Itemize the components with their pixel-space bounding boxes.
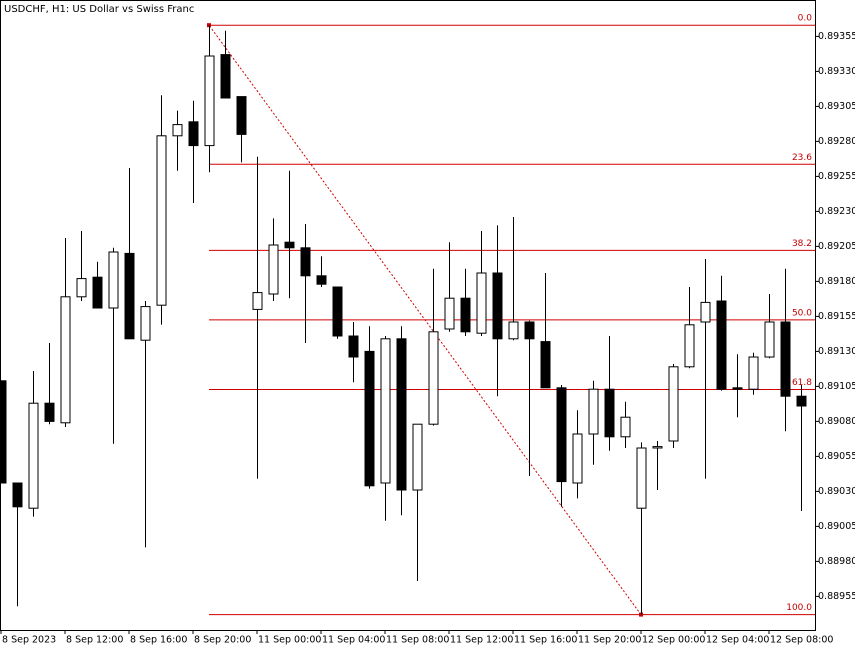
fib-label: 38.2 bbox=[792, 239, 812, 249]
fib-trend bbox=[208, 24, 642, 615]
candle-body bbox=[108, 251, 119, 309]
candle-body bbox=[76, 278, 87, 298]
candle-body bbox=[348, 335, 359, 358]
candle-body bbox=[668, 366, 679, 442]
plot-frame bbox=[0, 0, 816, 631]
candle-body bbox=[684, 324, 695, 368]
candle-body bbox=[268, 244, 279, 295]
candle-body bbox=[156, 135, 167, 306]
y-tick-label: 0.89255 bbox=[818, 171, 855, 182]
candle-body bbox=[252, 292, 263, 310]
candle-body bbox=[652, 446, 663, 449]
candle-body bbox=[172, 124, 183, 137]
fib-label: 61.8 bbox=[792, 378, 812, 388]
x-tick-label: 12 Sep 08:00 bbox=[770, 635, 833, 646]
chart-title: USDCHF, H1: US Dollar vs Swiss Franc bbox=[4, 4, 194, 15]
fib-label: 0.0 bbox=[798, 14, 813, 24]
candle-body bbox=[60, 296, 71, 424]
candle-body bbox=[620, 416, 631, 438]
candle-body bbox=[428, 331, 439, 425]
candle-body bbox=[140, 306, 151, 341]
candle-body bbox=[204, 55, 215, 147]
candle-body bbox=[780, 321, 791, 397]
fib-label: 23.6 bbox=[792, 153, 812, 163]
x-tick-label: 8 Sep 2023 bbox=[2, 635, 56, 646]
y-tick-label: 0.89355 bbox=[818, 31, 855, 42]
x-tick-label: 11 Sep 12:00 bbox=[450, 635, 513, 646]
y-tick-label: 0.89030 bbox=[818, 486, 855, 497]
x-tick-label: 8 Sep 20:00 bbox=[194, 635, 251, 646]
y-tick-label: 0.89305 bbox=[818, 101, 855, 112]
candle-body bbox=[540, 341, 551, 389]
y-tick-label: 0.89155 bbox=[818, 311, 855, 322]
candle-body bbox=[396, 338, 407, 491]
x-tick-label: 12 Sep 00:00 bbox=[642, 635, 705, 646]
candle-body bbox=[12, 482, 23, 508]
y-tick-label: 0.88980 bbox=[818, 556, 855, 567]
candle-body bbox=[732, 387, 743, 390]
y-tick-label: 0.89330 bbox=[818, 66, 855, 77]
candle-body bbox=[716, 300, 727, 390]
candle-body bbox=[556, 387, 567, 483]
candle-body bbox=[220, 54, 231, 99]
x-tick-label: 11 Sep 08:00 bbox=[386, 635, 449, 646]
fib-label: 50.0 bbox=[792, 308, 812, 318]
y-tick-label: 0.89105 bbox=[818, 381, 855, 392]
candle-body bbox=[524, 321, 535, 340]
candle-body bbox=[588, 388, 599, 435]
x-tick-label: 8 Sep 12:00 bbox=[66, 635, 123, 646]
candle-body bbox=[188, 121, 199, 147]
candle-body bbox=[0, 380, 7, 484]
y-tick-label: 0.89230 bbox=[818, 206, 855, 217]
candle-body bbox=[28, 402, 39, 509]
y-tick-label: 0.88955 bbox=[818, 591, 855, 602]
y-tick-label: 0.89280 bbox=[818, 136, 855, 147]
candle-body bbox=[604, 388, 615, 438]
candle-body bbox=[124, 252, 135, 340]
x-tick-label: 12 Sep 04:00 bbox=[706, 635, 769, 646]
candle-body bbox=[796, 395, 807, 407]
x-tick-label: 11 Sep 16:00 bbox=[514, 635, 577, 646]
candle-body bbox=[412, 423, 423, 491]
candle-body bbox=[572, 433, 583, 484]
y-tick-label: 0.89080 bbox=[818, 416, 855, 427]
candle-body bbox=[492, 272, 503, 340]
y-tick-label: 0.89055 bbox=[818, 451, 855, 462]
candle-body bbox=[764, 321, 775, 358]
y-tick-label: 0.89130 bbox=[818, 346, 855, 357]
candle-body bbox=[700, 301, 711, 323]
candle-body bbox=[508, 321, 519, 340]
y-tick-label: 0.89205 bbox=[818, 241, 855, 252]
candle-body bbox=[748, 356, 759, 390]
candle-body bbox=[476, 272, 487, 334]
candle-body bbox=[444, 297, 455, 330]
candle-body bbox=[364, 350, 375, 487]
candle-body bbox=[636, 447, 647, 509]
candle-body bbox=[300, 247, 311, 277]
candle-body bbox=[316, 275, 327, 285]
candle-body bbox=[380, 338, 391, 484]
fib-label: 100.0 bbox=[786, 603, 812, 613]
candle-body bbox=[460, 297, 471, 333]
candle-body bbox=[236, 96, 247, 135]
x-tick-label: 11 Sep 00:00 bbox=[258, 635, 321, 646]
x-tick-label: 8 Sep 16:00 bbox=[130, 635, 187, 646]
candle-body bbox=[44, 402, 55, 422]
x-tick-label: 11 Sep 20:00 bbox=[578, 635, 641, 646]
y-tick-label: 0.89005 bbox=[818, 521, 855, 532]
x-tick-label: 11 Sep 04:00 bbox=[322, 635, 385, 646]
candle-body bbox=[332, 286, 343, 337]
candle-body bbox=[92, 276, 103, 309]
y-tick-label: 0.89180 bbox=[818, 276, 855, 287]
candle-body bbox=[284, 241, 295, 249]
